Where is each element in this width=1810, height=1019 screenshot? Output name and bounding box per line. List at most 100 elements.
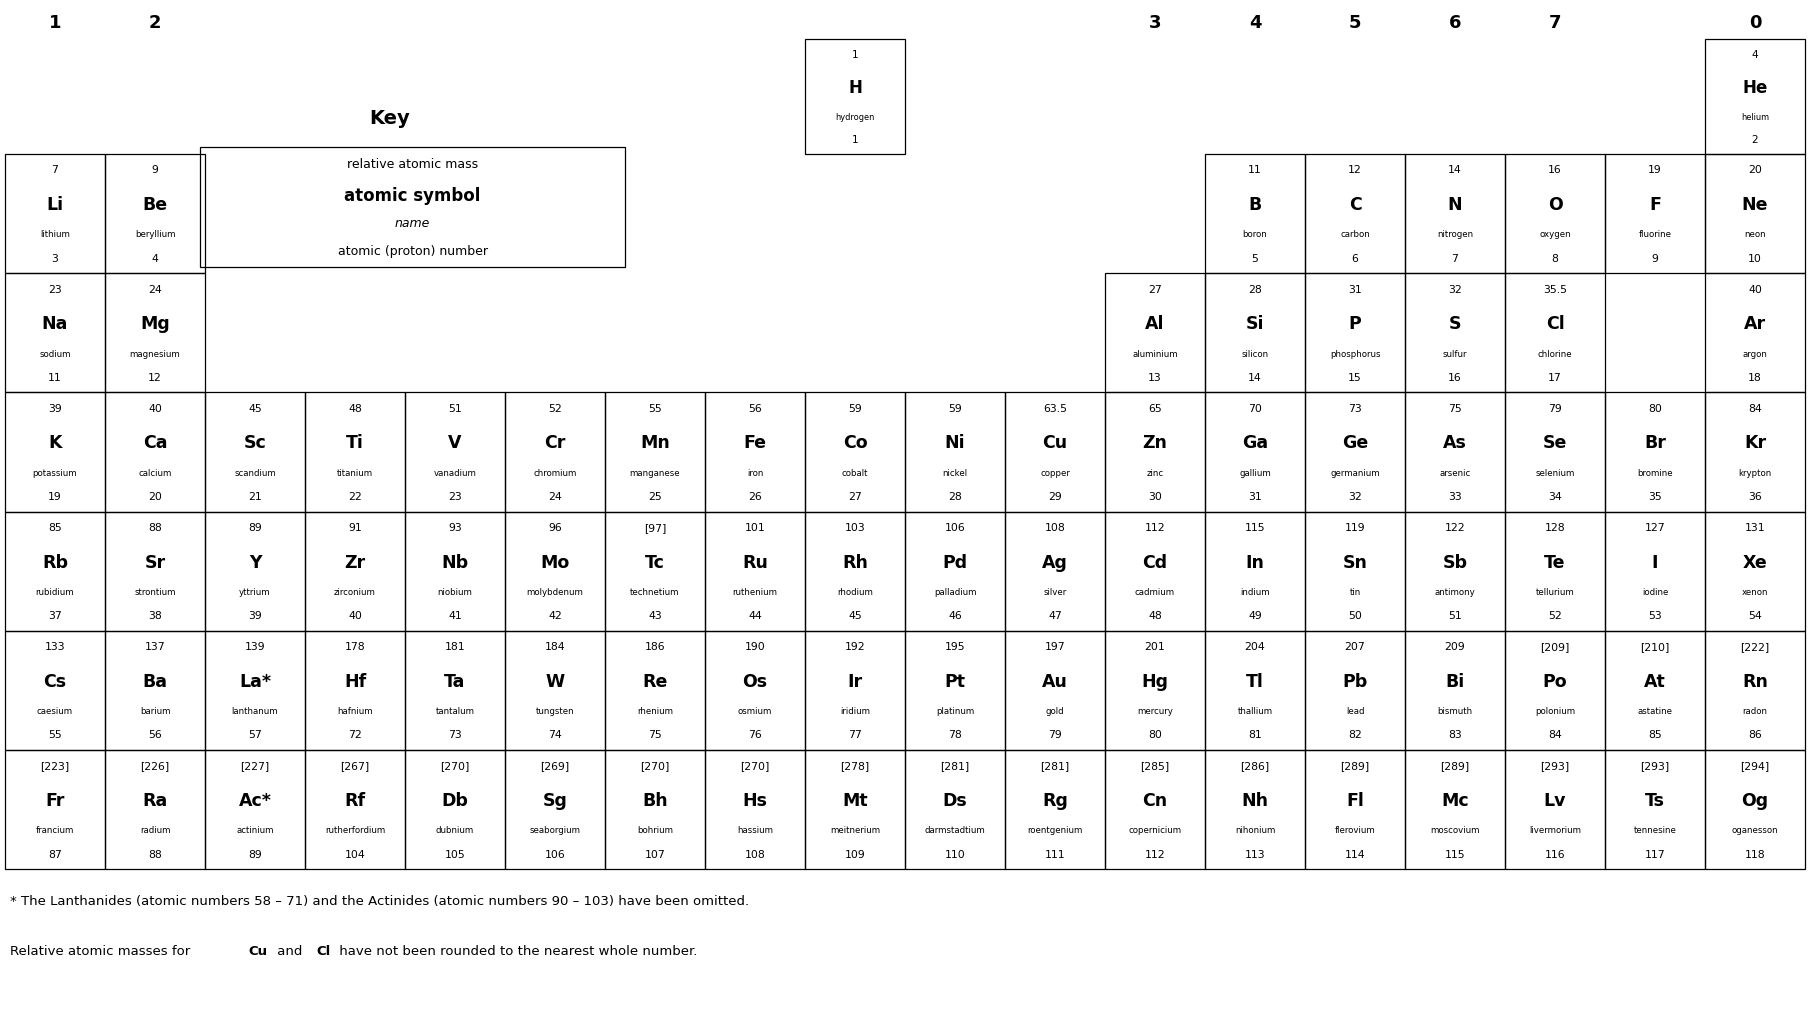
Text: 31: 31 (1249, 491, 1262, 501)
Text: 83: 83 (1448, 730, 1462, 740)
Text: Y: Y (248, 553, 261, 571)
Text: francium: francium (36, 825, 74, 835)
Text: [278]: [278] (840, 760, 869, 770)
Text: 96: 96 (548, 523, 561, 533)
Text: oganesson: oganesson (1732, 825, 1777, 835)
Bar (805, 393, 905, 512)
Text: 78: 78 (948, 730, 961, 740)
Text: 37: 37 (49, 610, 62, 621)
Text: Rn: Rn (1741, 673, 1768, 690)
Text: 41: 41 (449, 610, 462, 621)
Text: N: N (1448, 196, 1462, 214)
Text: beryllium: beryllium (134, 230, 176, 239)
Text: lithium: lithium (40, 230, 71, 239)
Bar (505, 750, 605, 869)
Text: nihonium: nihonium (1234, 825, 1276, 835)
Text: carbon: carbon (1339, 230, 1370, 239)
Bar (605, 631, 706, 750)
Text: 0: 0 (1748, 13, 1761, 32)
Text: 76: 76 (748, 730, 762, 740)
Text: 109: 109 (845, 849, 865, 859)
Text: [289]: [289] (1441, 760, 1470, 770)
Bar (1705, 631, 1805, 750)
Text: 7: 7 (51, 165, 58, 175)
Bar (805, 512, 905, 631)
Text: and: and (273, 945, 306, 958)
Text: rubidium: rubidium (36, 587, 74, 596)
Text: 117: 117 (1645, 849, 1665, 859)
Text: Ge: Ge (1341, 434, 1368, 452)
Text: 20: 20 (1748, 165, 1761, 175)
Bar (306, 393, 405, 512)
Text: Mt: Mt (842, 791, 867, 809)
Text: selenium: selenium (1535, 468, 1575, 477)
Text: manganese: manganese (630, 468, 681, 477)
Text: atomic (proton) number: atomic (proton) number (337, 245, 487, 258)
Bar (905, 631, 1005, 750)
Text: 23: 23 (49, 284, 62, 294)
Text: 72: 72 (348, 730, 362, 740)
Text: 73: 73 (1348, 404, 1361, 414)
Text: 75: 75 (648, 730, 662, 740)
Text: Kr: Kr (1745, 434, 1767, 452)
Text: 184: 184 (545, 642, 565, 651)
Text: rhodium: rhodium (836, 587, 872, 596)
Bar (1705, 512, 1805, 631)
Text: dubnium: dubnium (436, 825, 474, 835)
Text: indium: indium (1240, 587, 1271, 596)
Text: Se: Se (1542, 434, 1567, 452)
Text: lead: lead (1347, 706, 1365, 715)
Bar (1205, 155, 1305, 274)
Text: 4: 4 (152, 254, 159, 264)
Bar (1104, 393, 1205, 512)
Text: Fr: Fr (45, 791, 65, 809)
Bar (1405, 155, 1504, 274)
Bar (1305, 274, 1405, 393)
Text: 101: 101 (744, 523, 766, 533)
Text: 128: 128 (1544, 523, 1566, 533)
Text: mercury: mercury (1137, 706, 1173, 715)
Bar (1504, 274, 1605, 393)
Text: Be: Be (143, 196, 168, 214)
Text: helium: helium (1741, 112, 1768, 121)
Text: 77: 77 (849, 730, 862, 740)
Text: 56: 56 (748, 404, 762, 414)
Text: 19: 19 (49, 491, 62, 501)
Text: iron: iron (748, 468, 764, 477)
Bar (1005, 631, 1104, 750)
Text: 56: 56 (148, 730, 161, 740)
Text: xenon: xenon (1741, 587, 1768, 596)
Text: fluorine: fluorine (1638, 230, 1671, 239)
Bar (1405, 750, 1504, 869)
Text: 15: 15 (1348, 373, 1361, 382)
Text: rutherfordium: rutherfordium (324, 825, 386, 835)
Text: 178: 178 (344, 642, 366, 651)
Text: 73: 73 (449, 730, 462, 740)
Bar (1405, 393, 1504, 512)
Text: 84: 84 (1548, 730, 1562, 740)
Bar (706, 512, 805, 631)
Text: name: name (395, 217, 431, 230)
Bar (1605, 512, 1705, 631)
Text: cadmium: cadmium (1135, 587, 1175, 596)
Text: Cl: Cl (317, 945, 331, 958)
Text: Ti: Ti (346, 434, 364, 452)
Bar (105, 274, 205, 393)
Text: 79: 79 (1048, 730, 1062, 740)
Text: arsenic: arsenic (1439, 468, 1470, 477)
Text: 81: 81 (1249, 730, 1262, 740)
Text: [267]: [267] (340, 760, 369, 770)
Text: Nh: Nh (1242, 791, 1269, 809)
Text: 112: 112 (1144, 849, 1166, 859)
Text: 5: 5 (1348, 13, 1361, 32)
Text: Ba: Ba (143, 673, 168, 690)
Text: rhenium: rhenium (637, 706, 673, 715)
Text: 50: 50 (1348, 610, 1361, 621)
Text: Ga: Ga (1242, 434, 1269, 452)
Bar (1104, 750, 1205, 869)
Text: 48: 48 (1148, 610, 1162, 621)
Bar (5, 155, 105, 274)
Text: 59: 59 (948, 404, 961, 414)
Text: 192: 192 (845, 642, 865, 651)
Text: actinium: actinium (237, 825, 273, 835)
